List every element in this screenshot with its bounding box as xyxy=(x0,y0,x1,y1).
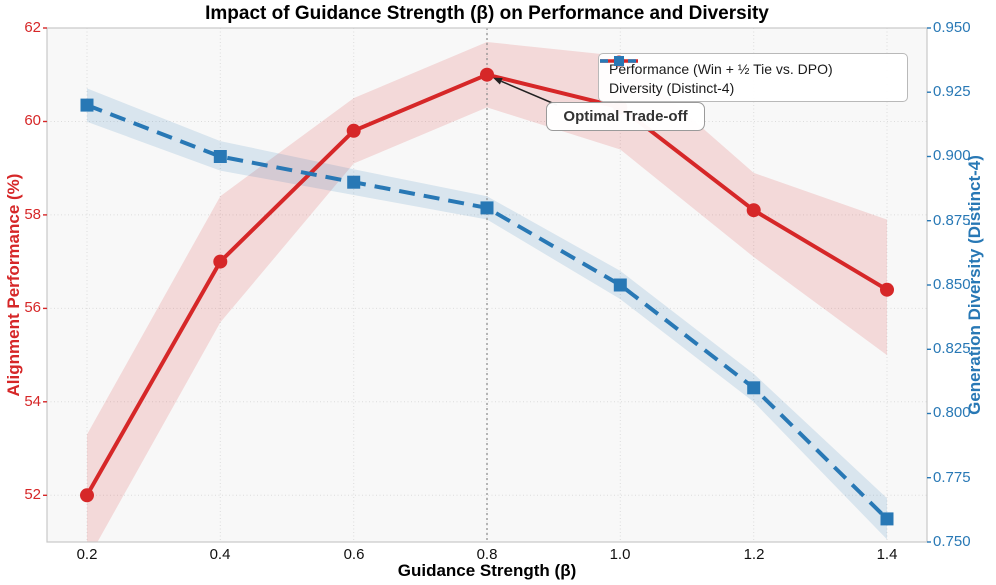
diversity-marker xyxy=(880,512,894,526)
performance-marker xyxy=(746,203,761,218)
left-y-tick-label: 56 xyxy=(24,299,41,316)
diversity-marker xyxy=(213,150,227,163)
performance-marker xyxy=(213,254,228,269)
chart-title: Impact of Guidance Strength (β) on Perfo… xyxy=(205,3,769,24)
diversity-marker xyxy=(480,201,494,215)
annotation-optimal-tradeoff: Optimal Trade-off xyxy=(546,102,705,131)
annotation-arrowhead xyxy=(493,77,503,85)
left-y-tick-label: 52 xyxy=(24,486,41,503)
legend-item-diversity: Diversity (Distinct-4) xyxy=(600,56,897,97)
right-y-tick-label: 0.750 xyxy=(933,533,971,550)
legend-label-diversity: Diversity (Distinct-4) xyxy=(609,79,735,96)
left-y-tick-label: 58 xyxy=(24,206,41,223)
right-y-tick-label: 0.850 xyxy=(933,276,971,293)
right-y-tick-label: 0.775 xyxy=(933,469,971,486)
performance-confidence-band xyxy=(87,42,887,542)
x-tick-label: 1.0 xyxy=(609,546,631,563)
x-tick-label: 0.2 xyxy=(76,546,98,563)
annotation-arrow xyxy=(501,80,558,106)
right-y-tick-label: 0.925 xyxy=(933,83,971,100)
x-tick-label: 0.6 xyxy=(343,546,365,563)
right-y-tick-label: 0.950 xyxy=(933,19,971,36)
performance-marker xyxy=(480,67,494,82)
diversity-marker xyxy=(80,98,94,112)
performance-marker xyxy=(80,488,94,503)
legend-label-performance: Performance (Win + ½ Tie vs. DPO) xyxy=(609,60,833,77)
diversity-confidence-band xyxy=(87,88,887,540)
x-tick-label: 1.4 xyxy=(876,546,898,563)
diversity-marker xyxy=(613,278,627,292)
left-y-tick-label: 60 xyxy=(24,112,41,129)
right-y-tick-label: 0.825 xyxy=(933,340,971,357)
legend: Performance (Win + ½ Tie vs. DPO) Divers… xyxy=(598,53,908,102)
performance-marker xyxy=(346,123,361,138)
x-tick-label: 0.4 xyxy=(209,546,231,563)
x-tick-label: 0.8 xyxy=(476,546,498,563)
diversity-marker xyxy=(747,381,761,395)
left-y-tick-label: 54 xyxy=(24,393,41,410)
right-y-tick-label: 0.875 xyxy=(933,212,971,229)
diversity-line-sample-icon xyxy=(600,56,638,66)
diversity-marker xyxy=(347,175,361,189)
x-tick-label: 1.2 xyxy=(743,546,765,563)
right-y-tick-label: 0.900 xyxy=(933,147,971,164)
legend-item-performance: Performance (Win + ½ Tie vs. DPO) xyxy=(600,55,897,78)
performance-marker xyxy=(880,282,894,297)
right-y-tick-label: 0.800 xyxy=(933,404,971,421)
left-y-tick-label: 62 xyxy=(24,19,41,36)
x-axis-label: Guidance Strength (β) xyxy=(397,561,577,580)
